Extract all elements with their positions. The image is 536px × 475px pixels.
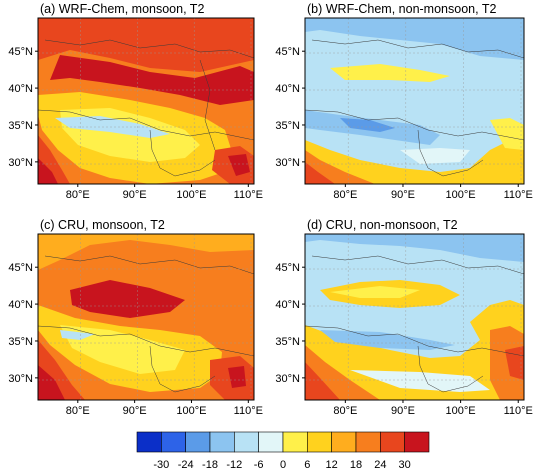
x-tick-label: 90°E	[123, 405, 147, 417]
x-tick-label: 110°E	[234, 405, 263, 417]
x-tick-label: 100°E	[446, 405, 476, 417]
x-tick-label: 90°E	[123, 189, 147, 201]
colorbar-label: -30	[153, 459, 169, 471]
map-panel-b	[304, 17, 525, 185]
colorbar-label: 0	[280, 459, 286, 471]
axis-labels: 80°E 90°E 100°E 110°E 30°N 35°N 40°N 45°N 80°E 90…	[8, 46, 532, 417]
panel-title: (a) WRF-Chem, monsoon, T2	[40, 2, 204, 16]
map-field	[305, 18, 524, 184]
map-field	[305, 234, 524, 400]
map-panel-d	[304, 233, 525, 401]
map-frame	[37, 233, 255, 401]
x-tick-label: 100°E	[446, 189, 476, 201]
colorbar-swatch	[161, 431, 186, 453]
map-frame	[304, 17, 525, 185]
y-tick-label: 30°N	[275, 157, 300, 169]
x-tick-label: 110°E	[504, 189, 533, 201]
graticule	[38, 18, 254, 184]
colorbar-label: -6	[254, 459, 264, 471]
x-tick-label: 80°E	[333, 405, 357, 417]
y-tick-label: 45°N	[275, 262, 300, 274]
map-panel-c	[37, 233, 255, 401]
colorbar-swatch	[234, 431, 259, 453]
x-tick-label: 110°E	[234, 189, 263, 201]
boundary-lines	[305, 255, 524, 393]
x-tick-label: 80°E	[66, 405, 90, 417]
colorbar-label: -18	[202, 459, 218, 471]
graticule	[305, 234, 524, 400]
map-field	[38, 234, 254, 400]
x-tick-label: 90°E	[391, 189, 415, 201]
y-tick-label: 35°N	[275, 120, 300, 132]
y-tick-label: 30°N	[8, 157, 33, 169]
colorbar-swatch	[282, 431, 308, 453]
colorbar-swatch	[209, 431, 235, 453]
x-tick-label: 110°E	[504, 405, 533, 417]
colorbar-swatch	[307, 431, 332, 453]
boundary-lines	[38, 255, 254, 393]
map-panel-a	[37, 17, 255, 185]
colorbar-label: 30	[399, 459, 411, 471]
map-frame	[37, 17, 255, 185]
y-tick-label: 40°N	[275, 83, 300, 95]
panel-title: (b) WRF-Chem, non-monsoon, T2	[307, 2, 496, 16]
x-tick-label: 100°E	[176, 189, 206, 201]
y-tick-label: 45°N	[8, 46, 33, 58]
colorbar-label: 6	[304, 459, 310, 471]
colorbar-label: 24	[374, 459, 386, 471]
panel-title: (c) CRU, monsoon, T2	[40, 218, 165, 232]
y-tick-label: 35°N	[8, 120, 33, 132]
colorbar-label: 18	[350, 459, 362, 471]
y-tick-label: 30°N	[8, 373, 33, 385]
x-tick-label: 90°E	[391, 405, 415, 417]
y-tick-label: 35°N	[8, 336, 33, 348]
colorbar-swatch	[404, 431, 430, 453]
y-tick-label: 35°N	[275, 336, 300, 348]
colorbar-swatch	[355, 431, 381, 453]
colorbar-swatch	[185, 431, 211, 453]
y-tick-label: 40°N	[275, 299, 300, 311]
y-tick-label: 45°N	[275, 46, 300, 58]
y-tick-label: 40°N	[8, 83, 33, 95]
colorbar-swatch	[258, 431, 284, 453]
boundary-lines	[305, 39, 524, 177]
panel-title: (d) CRU, non-monsoon, T2	[307, 218, 458, 232]
x-tick-label: 80°E	[333, 189, 357, 201]
colorbar-label: 12	[326, 459, 338, 471]
map-frame	[304, 233, 525, 401]
y-tick-label: 30°N	[275, 373, 300, 385]
graticule	[38, 234, 254, 400]
map-field	[38, 18, 254, 184]
colorbar: -30 -24 -18 -12 -6 0 6 12 18 24 30	[136, 431, 430, 471]
boundary-lines	[38, 39, 254, 177]
colorbar-swatch	[380, 431, 405, 453]
colorbar-swatch	[136, 431, 162, 453]
colorbar-label: -12	[226, 459, 242, 471]
y-tick-label: 40°N	[8, 299, 33, 311]
graticule	[305, 18, 524, 184]
x-tick-label: 100°E	[176, 405, 206, 417]
colorbar-label: -24	[178, 459, 194, 471]
x-tick-label: 80°E	[66, 189, 90, 201]
colorbar-swatch	[331, 431, 357, 453]
y-tick-label: 45°N	[8, 262, 33, 274]
